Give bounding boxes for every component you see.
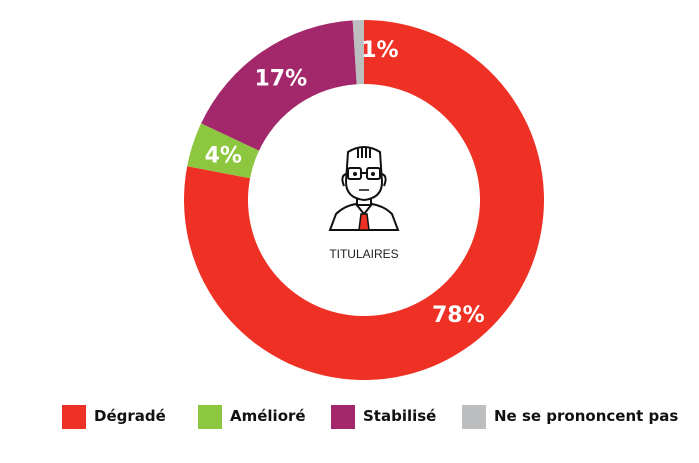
slice-ne-se-prononcent-pas [352,20,364,85]
chart-legend: Dégradé Amélioré Stabilisé Ne se prononc… [0,405,699,431]
legend-label-stabilise: Stabilisé [363,407,437,425]
legend-label-ameliore: Amélioré [230,407,306,425]
center-label: TITULAIRES [329,247,398,261]
slice-label-ne-se-prononcent-pas: 1% [361,38,398,63]
slice-stabilise [201,20,357,151]
man-with-glasses-and-tie-icon [328,146,400,231]
slice-ameliore [187,123,260,179]
slice-degrade [184,20,544,380]
legend-swatch-ne-se-prononcent-pas [462,405,486,429]
slice-labels: 78% 4% 17% 1% [205,38,485,328]
slice-label-ameliore: 4% [205,143,242,168]
slice-label-stabilise: 17% [254,67,307,92]
legend-label-degrade: Dégradé [94,407,166,425]
donut-slices [184,20,544,380]
legend-swatch-ameliore [198,405,222,429]
legend-swatch-stabilise [331,405,355,429]
legend-swatch-degrade [62,405,86,429]
legend-label-ne-se-prononcent-pas: Ne se prononcent pas [494,407,679,425]
donut-chart: 78% 4% 17% 1% [184,20,544,380]
slice-label-degrade: 78% [432,303,485,328]
